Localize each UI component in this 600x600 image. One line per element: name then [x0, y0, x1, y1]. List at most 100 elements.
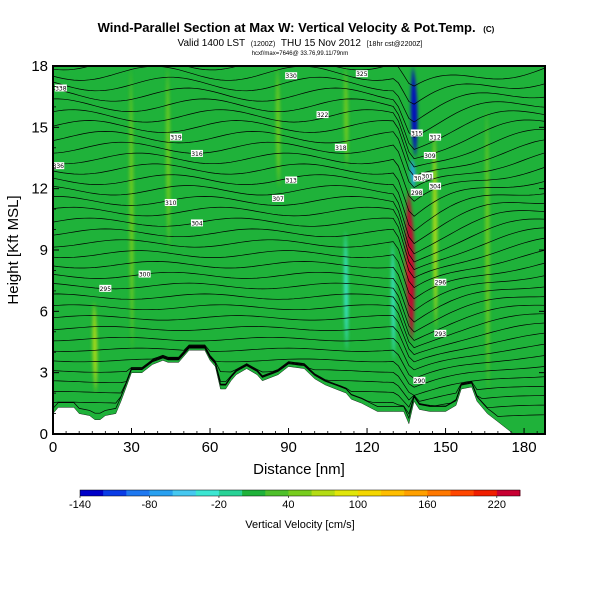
contour-label: 304	[429, 182, 442, 191]
theta-contour	[53, 345, 545, 396]
colorbar-tick-label: 220	[488, 499, 506, 511]
colorbar-segment	[103, 490, 127, 496]
theta-contours	[53, 66, 545, 420]
theta-contour	[53, 174, 545, 232]
contour-label-text: 290	[414, 378, 426, 385]
colorbar-ticks: -140 -80 -20 40 100 160 220	[69, 496, 506, 511]
contour-label: 312	[429, 133, 442, 142]
contour-label: 309	[423, 151, 436, 160]
colorbar-segment	[126, 490, 150, 496]
theta-contour	[53, 261, 545, 312]
colorbar-segment	[357, 490, 382, 496]
contour-label-bg	[316, 111, 329, 119]
contour-label-bg	[413, 174, 426, 182]
x-tick-label: 150	[433, 439, 458, 456]
colorbar-tick-label: -20	[211, 499, 227, 511]
colorbar-segment	[381, 490, 405, 496]
theta-contour	[53, 250, 545, 300]
x-tick-label: 180	[512, 439, 537, 456]
theta-contour	[53, 315, 545, 356]
title-valid-day: THU 15 Nov 2012	[281, 38, 361, 49]
contour-label: 301	[421, 172, 434, 180]
colorbar-label: Vertical Velocity [cm/s]	[245, 519, 354, 531]
contour-label-text: 312	[429, 135, 441, 142]
y-tick-label: 0	[40, 426, 48, 443]
velocity-cell	[344, 66, 349, 169]
colorbar-tick-label: -140	[69, 499, 91, 511]
theta-contour	[53, 293, 545, 341]
contour-label-text: 315	[411, 130, 423, 137]
contour-label-bg	[54, 84, 67, 92]
theta-contour	[53, 76, 545, 123]
contour-label-text: 301	[422, 173, 434, 180]
svg-text:Wind-Parallel Section at Max W: Wind-Parallel Section at Max W: Vertical…	[98, 20, 495, 35]
velocity-cell	[391, 239, 396, 363]
theta-contour	[53, 131, 545, 177]
contour-label-text: 296	[435, 280, 447, 287]
theta-contour	[53, 206, 545, 263]
contour-label-bg	[190, 149, 203, 157]
theta-contour	[53, 196, 545, 255]
title-forecast-info: [18hr cst@2200Z]	[367, 41, 423, 48]
y-axis-label: Height [Kft MSL]	[5, 195, 22, 304]
contour-label-bg	[53, 162, 65, 170]
theta-contour	[53, 336, 545, 371]
velocity-cell	[405, 188, 415, 342]
colorbar-segment	[450, 490, 475, 496]
theta-contour	[53, 120, 545, 168]
theta-contour	[53, 344, 545, 379]
contour-label-text: 322	[317, 112, 329, 119]
title-valid: Valid 1400 LST	[178, 38, 246, 49]
contour-label-text: 338	[55, 85, 67, 92]
contour-label-bg	[410, 188, 423, 196]
theta-contour	[53, 185, 545, 245]
contour-label: 306	[413, 174, 426, 182]
plot-area: 338 336 330 325 322 319 318 316 313 310 307 304 300 2…	[53, 66, 545, 434]
colorbar-segment	[404, 490, 428, 496]
theta-contour	[53, 346, 545, 408]
colorbar-segment	[218, 490, 243, 496]
theta-contour	[53, 271, 545, 323]
theta-contour	[53, 239, 545, 289]
contour-label-bg	[285, 72, 298, 80]
contour-label: 307	[272, 194, 285, 203]
theta-contour	[53, 228, 545, 279]
contour-label-bg	[429, 133, 442, 141]
title-valid-zulu: (1200Z)	[251, 41, 276, 48]
x-tick-label: 30	[123, 439, 140, 456]
y-tick-label: 15	[31, 119, 48, 136]
contour-label-text: 293	[435, 331, 447, 338]
contour-label: 330	[285, 72, 298, 80]
contour-label-bg	[355, 70, 368, 78]
contour-label-text: 325	[356, 71, 368, 78]
x-axis-label: Distance [nm]	[253, 461, 345, 478]
colorbar-segment	[334, 490, 359, 496]
colorbar-segment	[473, 490, 498, 496]
title-coordinates: hcxf/max=7646@ 33.76,99.11/79nm	[252, 51, 349, 57]
contour-label: 296	[434, 278, 447, 287]
theta-contour	[53, 347, 545, 415]
theta-contour	[53, 141, 545, 189]
contour-label-text: 306	[414, 175, 426, 182]
theta-contour	[53, 217, 545, 271]
contour-label-bg	[138, 270, 151, 278]
colorbar-tick-label: 100	[349, 499, 367, 511]
colorbar-segment	[311, 490, 336, 496]
x-tick-label: 60	[202, 439, 219, 456]
contour-label-bg	[434, 278, 447, 286]
velocity-cell	[344, 229, 349, 353]
contour-label: 325	[355, 70, 368, 78]
colorbar-segment	[496, 490, 521, 496]
x-tick-label: 120	[355, 439, 380, 456]
contour-label: 336	[53, 162, 65, 170]
colorbar-tick-label: -80	[142, 499, 158, 511]
contour-label: 298	[410, 188, 423, 197]
contour-label-bg	[334, 143, 347, 151]
contour-label: 304	[190, 219, 203, 227]
y-axis: 0 3 6 9 12 15 18	[31, 58, 545, 443]
theta-contour-labels: 338 336 330 325 322 319 318 316 313 310 307 304 300 2…	[53, 70, 447, 385]
contour-label-bg	[434, 329, 447, 337]
contour-label-bg	[423, 151, 436, 159]
contour-label: 316	[190, 149, 203, 158]
